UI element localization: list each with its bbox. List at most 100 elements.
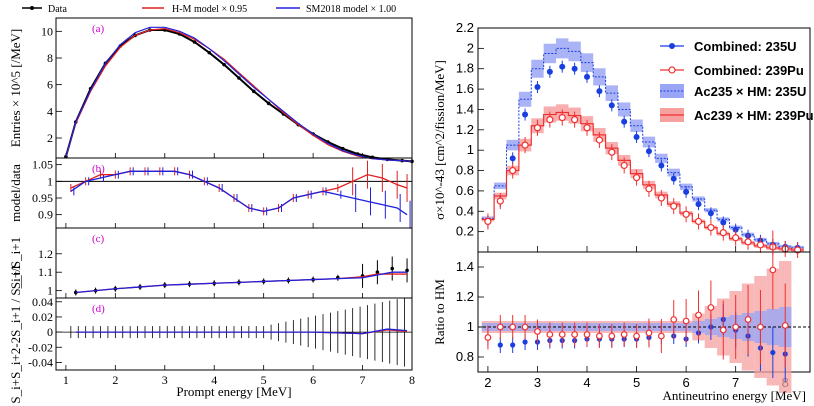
pu239-ratio-point (608, 332, 616, 340)
data-point (390, 266, 395, 271)
pu239-ratio-point (719, 326, 727, 334)
spectrum-panel: 2 4 6 8 10 (a) (41, 17, 414, 164)
x-tick-label: 5 (633, 375, 640, 390)
panel-tag: (a) (92, 23, 105, 35)
hm-ratio (75, 273, 408, 294)
u235-point (522, 111, 529, 118)
y-tick-label: 0.9 (38, 208, 53, 222)
u235-band (531, 59, 544, 78)
pu239-point (670, 202, 678, 210)
y-tick-label: 1.2 (456, 122, 474, 137)
sm-curve (75, 328, 408, 335)
y-tick-label: 1 (47, 174, 53, 188)
u235-point (608, 102, 615, 109)
u235-point (571, 65, 578, 72)
x-tick-label: 6 (683, 375, 690, 390)
legend-u235-label: Combined: 235U (694, 39, 797, 54)
u235-point (732, 226, 739, 233)
u235-point (559, 63, 566, 70)
pu239-ratio-point (509, 323, 517, 331)
y-axis-label-bottom: Ratio to HM (432, 279, 447, 345)
x-tick-label: 1 (63, 373, 69, 387)
y-tick-label: 4 (47, 104, 53, 118)
x-axis-label: Antineutrino energy [MeV] (663, 388, 806, 403)
y-tick-label: 1 (47, 284, 53, 298)
pu239-point (521, 141, 529, 149)
ratio-to-hm-panel: 23456780.811.21.4 (456, 230, 811, 393)
u235-band (506, 139, 519, 151)
u235-point (695, 201, 702, 208)
y-tick-label: 1.6 (456, 81, 474, 96)
u235-point (720, 219, 727, 226)
pu239-point (707, 223, 715, 232)
u235-band (667, 168, 680, 177)
u235-point (658, 162, 665, 169)
x-tick-label: 8 (409, 373, 415, 387)
pu239-ratio-point (695, 311, 702, 319)
pu239-point (533, 124, 542, 132)
pu239-ratio-point (521, 323, 529, 331)
y-tick-label: 0.4 (456, 203, 474, 218)
u235-band (543, 43, 557, 64)
pu239-point (732, 234, 740, 242)
y-tick-label: 0.04 (32, 295, 53, 309)
panel-frame (55, 297, 413, 371)
x-tick-label: 2 (484, 375, 491, 390)
pu239-point (583, 124, 591, 132)
pu239-point (645, 185, 653, 193)
u235-point (707, 210, 714, 217)
y-tick-label: -0.04 (28, 355, 53, 369)
u235-ratio-point (522, 339, 528, 345)
pu239-point (719, 229, 727, 237)
pu239-ratio-point (781, 322, 789, 329)
pu239-point (546, 116, 554, 124)
y-tick-label: 1.2 (456, 289, 474, 304)
x-tick-label: 4 (211, 373, 217, 387)
pu239-point (744, 238, 752, 246)
hm-curve (65, 28, 413, 162)
x-tick-label: 3 (162, 373, 168, 387)
pu239-ratio-point (707, 304, 715, 311)
pu239-point (657, 194, 665, 202)
pu239-point (794, 246, 802, 254)
u235-band (580, 53, 594, 72)
legend-pu239-marker (668, 66, 676, 74)
pu239-point (694, 217, 703, 226)
pu239-point (558, 113, 566, 122)
y-axis-label-top: σ×10^-43 [cm^2/fission/MeV] (432, 60, 447, 220)
u235-point (683, 188, 690, 195)
u235-point (546, 68, 553, 75)
pu239-point (484, 217, 492, 226)
hm-ratio (70, 170, 408, 212)
legend-u235-marker (669, 43, 675, 49)
x-axis-label: Prompt energy [MeV] (176, 384, 291, 399)
u235-point (509, 155, 516, 162)
data-point (73, 290, 78, 295)
y-tick-label: 1.05 (32, 158, 53, 172)
y-tick-label: 1.8 (456, 61, 474, 76)
u235-point (621, 118, 628, 125)
legend-data-label: Data (48, 4, 67, 15)
x-tick-label: 7 (360, 373, 366, 387)
y-tick-label: 0.8 (456, 163, 474, 178)
y-tick-label: -0.02 (28, 340, 53, 354)
pu239-ratio-point (620, 331, 628, 338)
ratio-panel: 0.9 0.95 1 1.05 (b) (32, 157, 413, 229)
u235-band (630, 119, 643, 132)
sm-ratio (75, 271, 408, 294)
legend-pu239-label: Combined: 239Pu (694, 63, 804, 78)
data-point (405, 268, 409, 273)
panel-tag: (b) (92, 163, 105, 175)
u235-point (584, 73, 591, 80)
x-tick-label: 4 (583, 375, 590, 390)
y-tick-label: 1 (467, 319, 474, 334)
y-tick-label: 2.2 (456, 20, 474, 35)
pu239-point (595, 136, 604, 144)
u235-band (617, 102, 631, 117)
u235-ratio-point (497, 342, 503, 348)
u235-ratio-point (510, 342, 516, 348)
right-legend: Combined: 235U Combined: 239Pu Ac235 × HM:… (660, 39, 814, 123)
pu239-ratio-point (732, 323, 740, 331)
panel-frame (55, 17, 413, 159)
